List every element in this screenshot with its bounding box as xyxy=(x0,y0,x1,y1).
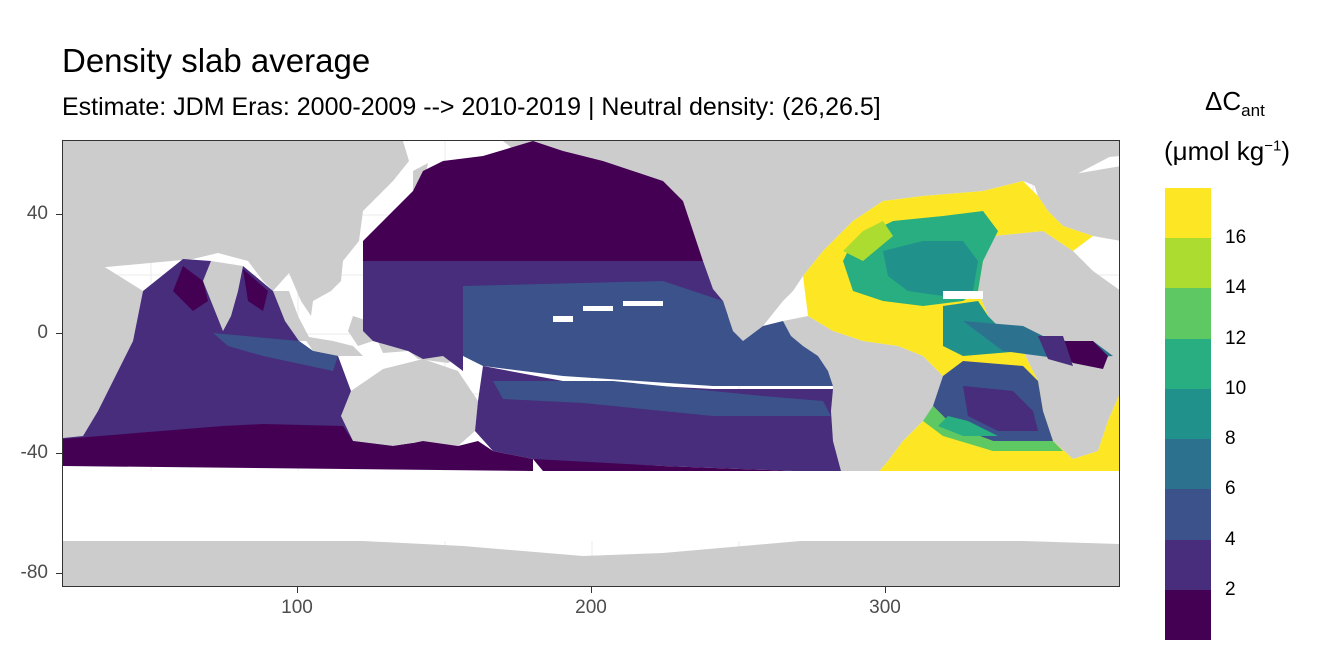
colorbar-segment xyxy=(1165,338,1211,389)
colorbar-tick-label: 6 xyxy=(1225,478,1236,500)
colorbar-segment xyxy=(1165,238,1211,289)
colorbar-tick-label: 2 xyxy=(1225,578,1236,600)
map-plot xyxy=(63,141,1119,586)
pacific-west xyxy=(363,306,463,371)
colorbar-tick-label: 8 xyxy=(1225,428,1236,450)
x-tick-mark xyxy=(591,587,592,593)
x-tick-label: 300 xyxy=(869,597,901,618)
map-panel xyxy=(62,140,1120,587)
colorbar-segment xyxy=(1165,489,1211,540)
legend-unit-suffix: ) xyxy=(1281,136,1290,166)
colorbar-segment xyxy=(1165,188,1211,239)
chart-title: Density slab average xyxy=(62,42,371,79)
y-tick-label: 0 xyxy=(37,322,48,343)
colorbar-tick-label: 14 xyxy=(1225,277,1247,299)
colorbar-segment xyxy=(1165,539,1211,590)
no-data-holes xyxy=(63,291,1119,541)
legend-unit-prefix: (μmol kg xyxy=(1164,136,1265,166)
colorbar-tick-label: 16 xyxy=(1225,227,1247,249)
legend-title: ΔCant xyxy=(1205,86,1265,121)
legend-unit-exponent: −1 xyxy=(1264,137,1282,155)
north-atlantic-edge xyxy=(843,221,893,261)
colorbar xyxy=(1165,188,1211,640)
legend-title-main-text: ΔC xyxy=(1205,86,1242,116)
colorbar-segment xyxy=(1165,288,1211,339)
south-atlantic-ring xyxy=(923,406,1063,451)
y-tick-mark xyxy=(56,573,62,574)
x-tick-mark xyxy=(885,587,886,593)
gulf-of-guinea-edge xyxy=(1038,336,1073,366)
colorbar-tick-label: 10 xyxy=(1225,377,1247,399)
ocean-field xyxy=(63,141,1119,481)
colorbar-tick-label: 4 xyxy=(1225,528,1236,550)
north-atlantic-gyre-inner xyxy=(883,241,978,296)
colorbar-segment xyxy=(1165,388,1211,440)
indian-equatorial-band xyxy=(213,333,338,371)
bay-of-bengal xyxy=(243,269,268,311)
pacific-equatorial xyxy=(463,281,833,386)
colorbar-tick-label: 12 xyxy=(1225,327,1247,349)
y-tick-mark xyxy=(56,214,62,215)
x-tick-mark xyxy=(297,587,298,593)
colorbar-segment xyxy=(1165,439,1211,490)
chart-subtitle: Estimate: JDM Eras: 2000-2009 --> 2010-2… xyxy=(62,93,881,121)
y-tick-mark xyxy=(56,453,62,454)
south-atlantic-teal xyxy=(938,416,998,436)
colorbar-segment xyxy=(1165,589,1211,640)
land xyxy=(63,141,1119,586)
y-tick-mark xyxy=(56,333,62,334)
legend-unit: (μmol kg−1) xyxy=(1164,136,1290,167)
y-tick-label: -80 xyxy=(20,562,48,583)
indian-ocean xyxy=(63,259,413,456)
south-pacific-subtropical xyxy=(493,381,831,416)
x-tick-label: 200 xyxy=(575,597,607,618)
y-tick-label: 40 xyxy=(26,203,48,224)
x-tick-label: 100 xyxy=(281,597,313,618)
south-atlantic-inner xyxy=(963,386,1038,431)
legend-title-subscript: ant xyxy=(1241,101,1265,121)
southern-indian xyxy=(63,424,533,471)
north-pacific xyxy=(363,141,703,261)
arabian-sea xyxy=(173,266,208,311)
y-tick-label: -40 xyxy=(20,442,48,463)
